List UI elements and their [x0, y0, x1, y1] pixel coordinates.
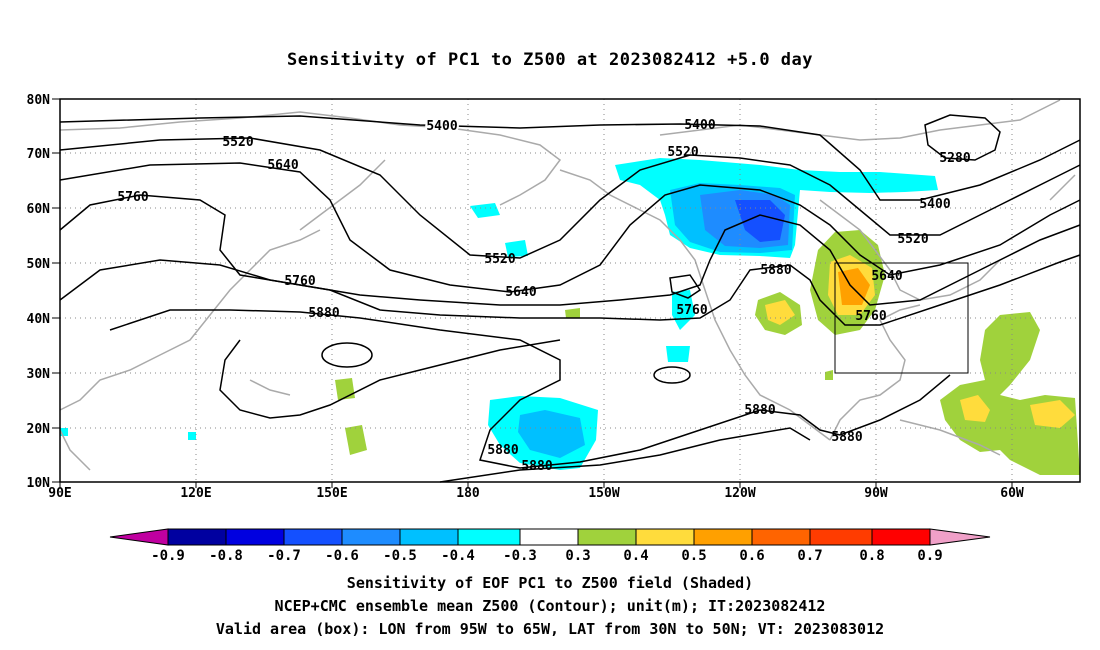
colorbar-cell [167, 528, 227, 546]
contour-label: 5640 [505, 285, 536, 300]
lon-label: 150W [588, 486, 619, 501]
longitude-labels: 90E 120E 150E 180 150W 120W 90W 60W [48, 482, 1024, 501]
contour-label: 5880 [308, 306, 339, 321]
colorbar-tick: 0.9 [917, 548, 942, 564]
lat-label: 60N [27, 202, 51, 217]
lon-label: 150E [316, 486, 347, 501]
contour-label: 5880 [521, 459, 552, 474]
z500-contours [59, 114, 1081, 483]
contour-label: 5520 [484, 252, 515, 267]
lon-label: 90E [48, 486, 71, 501]
lat-label: 50N [27, 257, 51, 272]
colorbar-tick: -0.9 [151, 548, 185, 564]
contour-labels: 5400 5400 5400 5520 5520 5520 5520 5640 … [117, 117, 970, 474]
contour-label: 5640 [267, 158, 298, 173]
colorbar-cell [109, 528, 169, 546]
colorbar-tick: 0.4 [623, 548, 648, 564]
contour-label: 5640 [871, 269, 902, 284]
colorbar-cell [871, 528, 931, 546]
lon-label: 90W [864, 486, 888, 501]
lon-label: 120W [724, 486, 755, 501]
lat-label: 20N [27, 422, 51, 437]
colorbar-tick: 0.3 [565, 548, 590, 564]
lat-label: 80N [27, 93, 51, 108]
sensitivity-shading [60, 158, 1080, 475]
colorbar-tick: -0.7 [267, 548, 301, 564]
contour-label: 5400 [919, 197, 950, 212]
contour-label: 5880 [744, 403, 775, 418]
contour-label: 5760 [117, 190, 148, 205]
colorbar-tick: 0.7 [797, 548, 822, 564]
lat-label: 40N [27, 312, 51, 327]
plot-frame [59, 98, 1081, 483]
contour-label: 5280 [939, 151, 970, 166]
colorbar-tick: -0.5 [383, 548, 417, 564]
coastlines [59, 99, 1076, 471]
lon-label: 180 [456, 486, 480, 501]
contour-label: 5520 [222, 135, 253, 150]
colorbar-cell [577, 528, 637, 546]
colorbar-cell [693, 528, 753, 546]
lat-label: 70N [27, 147, 51, 162]
contour-label: 5400 [426, 119, 457, 134]
caption-valid-area: Valid area (box): LON from 95W to 65W, L… [215, 620, 885, 638]
contour-label: 5400 [684, 118, 715, 133]
colorbar-cell [341, 528, 401, 546]
contour-label: 5760 [284, 274, 315, 289]
contour-label: 5880 [487, 443, 518, 458]
colorbar-ticks: -0.9 -0.8 -0.7 -0.6 -0.5 -0.4 -0.3 0.3 0… [151, 548, 943, 564]
latitude-labels: 80N 70N 60N 50N 40N 30N 20N 10N [27, 93, 60, 491]
map-title: Sensitivity of PC1 to Z500 at 2023082412… [286, 50, 813, 70]
colorbar-tick: 0.8 [859, 548, 884, 564]
lon-label: 60W [1000, 486, 1024, 501]
lon-label: 120E [180, 486, 211, 501]
colorbar-tick: -0.3 [503, 548, 537, 564]
contour-label: 5880 [760, 263, 791, 278]
valid-area-box [834, 262, 969, 374]
contour-label: 5520 [897, 232, 928, 247]
colorbar-cell [751, 528, 811, 546]
colorbar-cell [519, 528, 579, 546]
colorbar-cell [809, 528, 873, 546]
contour-label: 5760 [855, 309, 886, 324]
caption-shading: Sensitivity of EOF PC1 to Z500 field (Sh… [346, 574, 754, 592]
contour-label: 5760 [676, 303, 707, 318]
lat-label: 10N [27, 476, 51, 491]
colorbar-cell [283, 528, 343, 546]
colorbar-cell [225, 528, 285, 546]
colorbar-cell [457, 528, 521, 546]
contour-label: 5880 [831, 430, 862, 445]
colorbar-tick: -0.4 [441, 548, 475, 564]
colorbar-cell [635, 528, 695, 546]
colorbar-tick: 0.5 [681, 548, 706, 564]
colorbar-cell [929, 528, 991, 546]
colorbar-cell [399, 528, 459, 546]
colorbar [109, 528, 991, 546]
colorbar-tick: -0.8 [209, 548, 243, 564]
caption-contour: NCEP+CMC ensemble mean Z500 (Contour); u… [274, 597, 826, 615]
contour-label: 5520 [667, 145, 698, 160]
contour-label: 5400 [426, 119, 457, 134]
lat-label: 30N [27, 367, 51, 382]
colorbar-tick: 0.6 [739, 548, 764, 564]
colorbar-tick: -0.6 [325, 548, 359, 564]
